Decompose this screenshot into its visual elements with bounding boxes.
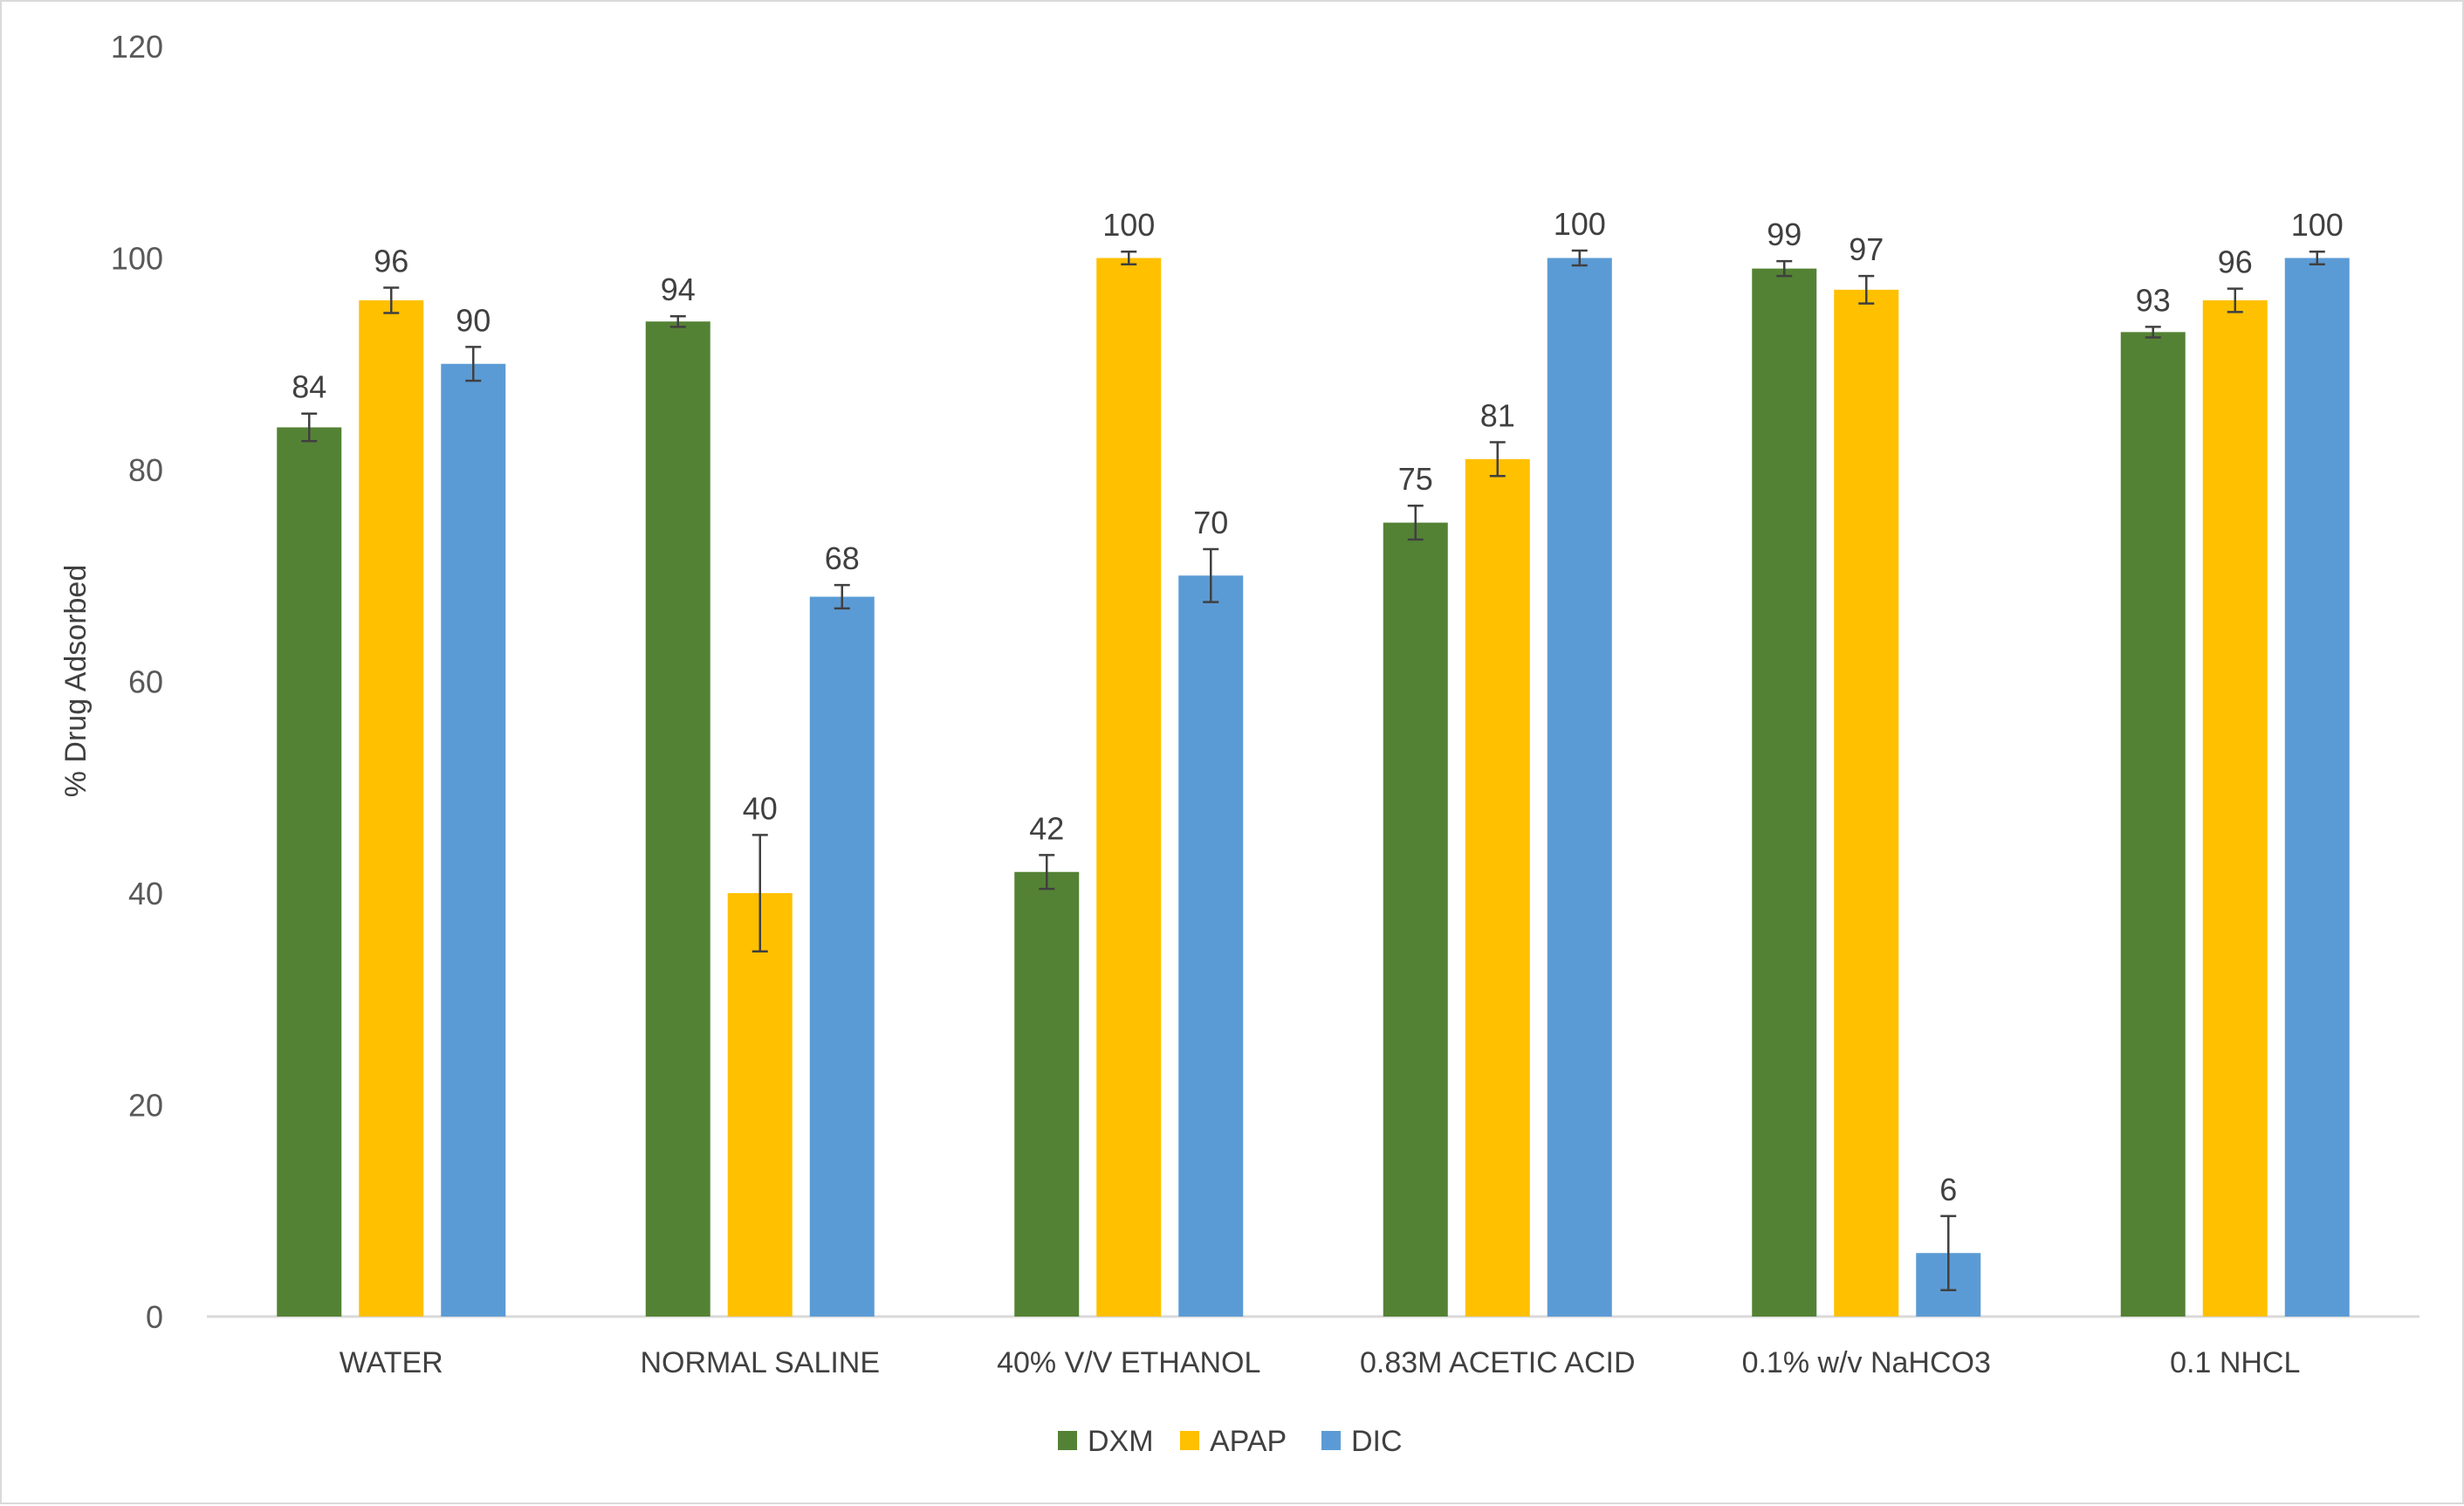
error-bar (2145, 326, 2161, 339)
y-tick-label: 0 (146, 1299, 163, 1335)
bar-apap (727, 893, 793, 1317)
data-label: 75 (1398, 461, 1433, 497)
error-bar (2227, 287, 2243, 313)
x-category-label: 0.1% w/v NaHCO3 (1742, 1346, 1991, 1379)
error-bar (669, 314, 686, 328)
legend-item-dxm: DXM (1058, 1425, 1154, 1458)
data-label: 96 (374, 243, 408, 279)
data-labels: 84 96 90 94 40 68 42 100 70 75 81 100 99 97 6 93 96 100 (292, 206, 2344, 1207)
legend: DXM APAP DIC (1058, 1425, 1403, 1458)
y-axis-ticks: 0 20 40 60 80 100 120 (111, 29, 163, 1335)
bar-apap (1096, 258, 1162, 1317)
legend-label: APAP (1210, 1425, 1287, 1458)
error-bar (1940, 1214, 1957, 1291)
bar-dxm (1014, 871, 1080, 1317)
legend-item-dic: DIC (1321, 1425, 1403, 1458)
legend-label: DIC (1351, 1425, 1403, 1458)
error-bar (2309, 250, 2325, 266)
y-tick-label: 80 (128, 452, 163, 488)
data-label: 96 (2218, 244, 2253, 280)
legend-label: DXM (1088, 1425, 1154, 1458)
data-label: 68 (825, 540, 860, 576)
error-bars (301, 249, 2325, 1291)
error-bar (1407, 504, 1424, 541)
bar-dic (2284, 258, 2350, 1317)
error-bar (383, 286, 400, 314)
error-bar (834, 583, 850, 610)
legend-item-apap: APAP (1180, 1425, 1287, 1458)
bar-apap (1834, 289, 1899, 1317)
data-label: 94 (661, 272, 696, 307)
y-tick-label: 100 (111, 241, 163, 277)
error-bar (301, 412, 318, 443)
bars (277, 258, 2350, 1317)
legend-swatch (1058, 1431, 1077, 1450)
data-label: 97 (1849, 231, 1884, 267)
data-label: 100 (1554, 206, 1606, 242)
y-tick-label: 20 (128, 1088, 163, 1124)
legend-swatch (1321, 1431, 1341, 1450)
data-label: 70 (1193, 505, 1228, 540)
bar-dxm (2120, 332, 2186, 1317)
y-tick-label: 120 (111, 29, 163, 65)
data-label: 40 (743, 790, 778, 826)
y-tick-label: 60 (128, 664, 163, 700)
error-bar (465, 346, 482, 382)
error-bar (1121, 250, 1137, 266)
data-label: 100 (2291, 207, 2344, 243)
bar-dxm (645, 321, 710, 1317)
x-category-label: 0.1 NHCL (2170, 1346, 2300, 1379)
error-bar (1571, 249, 1588, 267)
bar-dic (441, 363, 506, 1317)
bar-dxm (1383, 522, 1448, 1317)
error-bar (1039, 854, 1055, 891)
error-bar (752, 834, 768, 952)
bar-dxm (1752, 268, 1817, 1317)
legend-swatch (1180, 1431, 1199, 1450)
error-bar (1858, 274, 1875, 305)
bar-apap (2202, 300, 2268, 1317)
data-label: 93 (2136, 282, 2171, 318)
bar-dic (1178, 575, 1244, 1317)
data-label: 84 (292, 369, 326, 405)
data-label: 99 (1767, 217, 1802, 252)
bar-apap (359, 300, 424, 1317)
error-bar (1489, 441, 1506, 478)
data-label: 6 (1939, 1172, 1957, 1207)
x-category-label: WATER (340, 1346, 443, 1379)
x-category-label: 0.83M ACETIC ACID (1360, 1346, 1636, 1379)
data-label: 42 (1029, 810, 1064, 846)
error-bar (1203, 547, 1219, 603)
bar-dxm (277, 427, 342, 1317)
data-label: 81 (1480, 397, 1515, 433)
y-tick-label: 40 (128, 876, 163, 911)
x-axis-categories: WATER NORMAL SALINE 40% V/V ETHANOL 0.83M A… (340, 1346, 2301, 1379)
data-label: 100 (1102, 207, 1155, 243)
bar-dic (1547, 258, 1612, 1317)
x-category-label: NORMAL SALINE (640, 1346, 880, 1379)
bar-dic (809, 596, 875, 1317)
y-axis-title: % Drug Adsorbed (59, 565, 93, 798)
data-label: 90 (456, 302, 491, 338)
x-category-label: 40% V/V ETHANOL (997, 1346, 1260, 1379)
error-bar (1776, 259, 1793, 278)
bar-apap (1465, 458, 1530, 1317)
